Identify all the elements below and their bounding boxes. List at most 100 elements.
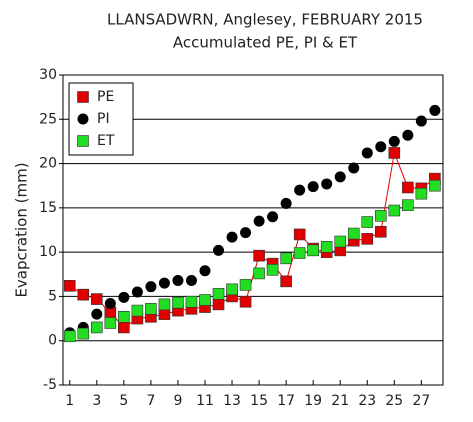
data-point xyxy=(131,286,143,298)
y-tick-label: 25 xyxy=(39,111,57,127)
data-point xyxy=(293,228,306,241)
x-tick-label: 19 xyxy=(304,393,322,409)
x-tick-label: 3 xyxy=(92,393,101,409)
legend-label: PE xyxy=(97,89,114,105)
x-tick-label: 5 xyxy=(119,393,128,409)
data-point xyxy=(293,247,306,259)
y-tick-label: 20 xyxy=(39,156,57,172)
data-point xyxy=(118,291,130,303)
data-point xyxy=(212,287,225,300)
data-point xyxy=(63,279,76,292)
data-point xyxy=(253,249,265,262)
data-point xyxy=(118,310,130,323)
data-point xyxy=(145,281,157,293)
data-point xyxy=(307,244,319,257)
x-tick-label: 9 xyxy=(173,393,182,409)
data-point xyxy=(185,274,197,286)
data-point xyxy=(172,274,184,286)
y-tick-label: 5 xyxy=(48,288,57,304)
data-point xyxy=(77,91,89,103)
data-point xyxy=(226,231,238,243)
data-point xyxy=(267,211,279,223)
data-point xyxy=(172,296,184,309)
data-point xyxy=(199,294,211,306)
x-tick-label: 21 xyxy=(331,393,349,409)
x-tick-label: 27 xyxy=(412,393,430,409)
data-point xyxy=(104,317,117,329)
y-tick-label: 30 xyxy=(39,67,57,83)
data-point xyxy=(374,210,387,222)
data-point xyxy=(77,327,90,340)
data-point xyxy=(361,233,374,245)
data-point xyxy=(402,129,414,141)
data-point xyxy=(347,227,360,240)
y-tick-label: 0 xyxy=(48,333,57,349)
data-point xyxy=(402,199,414,211)
x-tick-label: 11 xyxy=(196,393,214,409)
chart-title: LLANSADWRN, Anglesey, FEBRUARY 2015 xyxy=(107,11,423,29)
y-tick-label: 10 xyxy=(39,244,57,260)
data-point xyxy=(361,147,373,159)
data-point xyxy=(307,181,319,193)
y-tick-label: 15 xyxy=(39,200,57,216)
data-point xyxy=(145,303,157,315)
x-tick-label: 23 xyxy=(358,393,376,409)
data-point xyxy=(226,283,238,296)
x-tick-label: 15 xyxy=(250,393,268,409)
data-point xyxy=(388,204,401,217)
data-point xyxy=(429,179,441,192)
data-point xyxy=(213,244,225,256)
data-point xyxy=(266,264,279,276)
x-tick-label: 17 xyxy=(277,393,295,409)
data-point xyxy=(212,298,225,311)
y-tick-label: -5 xyxy=(43,377,57,393)
data-point xyxy=(429,104,441,116)
data-point xyxy=(321,178,333,190)
data-point xyxy=(104,298,116,310)
data-point xyxy=(185,295,198,308)
data-point xyxy=(280,252,292,265)
data-point xyxy=(253,267,265,280)
data-point xyxy=(388,135,400,147)
x-tick-label: 25 xyxy=(385,393,403,409)
data-point xyxy=(375,141,387,153)
data-point xyxy=(402,181,414,194)
data-point xyxy=(131,304,144,317)
series-line xyxy=(69,151,436,329)
data-point xyxy=(388,147,401,159)
data-point xyxy=(77,113,89,125)
legend-label: PI xyxy=(97,111,110,127)
data-point xyxy=(158,298,171,311)
data-point xyxy=(199,265,211,277)
x-tick-label: 13 xyxy=(223,393,241,409)
data-point xyxy=(320,241,333,253)
data-point xyxy=(91,293,103,305)
data-point xyxy=(348,162,360,174)
data-point xyxy=(63,330,76,343)
data-point xyxy=(91,308,103,320)
data-point xyxy=(280,197,292,209)
data-point xyxy=(240,227,252,239)
data-point xyxy=(118,321,130,334)
x-tick-label: 7 xyxy=(146,393,155,409)
data-point xyxy=(280,275,292,288)
y-axis-label: Evapcration (mm) xyxy=(13,162,31,297)
data-point xyxy=(253,215,265,227)
x-tick-label: 1 xyxy=(65,393,74,409)
chart-subtitle: Accumulated PE, PI & ET xyxy=(173,34,358,52)
data-point xyxy=(91,321,103,334)
data-point xyxy=(294,184,306,196)
data-point xyxy=(415,187,428,200)
data-point xyxy=(334,171,346,183)
data-point xyxy=(415,115,427,127)
plot-frame xyxy=(62,74,444,386)
data-point xyxy=(361,216,374,228)
legend-label: ET xyxy=(97,133,115,149)
data-point xyxy=(158,277,170,289)
data-point xyxy=(334,235,347,248)
data-point xyxy=(77,135,89,147)
data-point xyxy=(77,288,90,301)
data-point xyxy=(239,279,252,291)
data-point xyxy=(374,225,387,238)
